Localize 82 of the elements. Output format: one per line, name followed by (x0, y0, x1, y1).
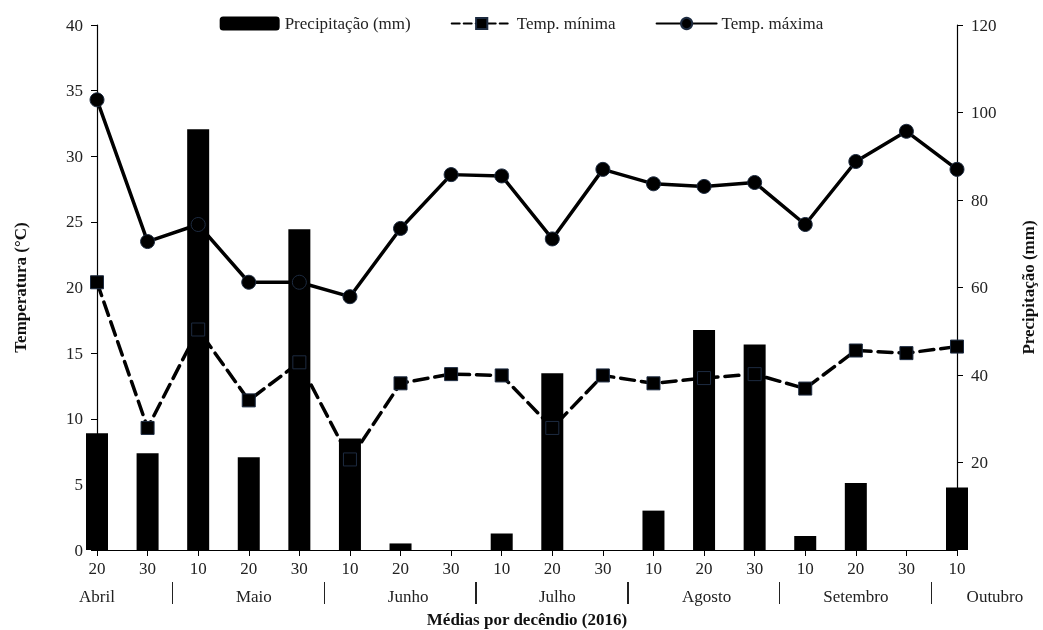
point (645, 176, 661, 192)
x-tick-label: 10 (644, 559, 662, 578)
text: Outubro (966, 587, 1024, 606)
point (140, 420, 155, 435)
text: Maio (235, 587, 272, 606)
y-tick-label: 5 (74, 474, 83, 494)
point (190, 217, 206, 232)
x-tick-label: 10 (796, 559, 814, 578)
x-tick-label: 20 (392, 559, 410, 578)
point (747, 367, 762, 382)
x-tick-label: 20 (695, 559, 713, 578)
point (899, 346, 914, 361)
point (292, 355, 307, 370)
y-tick-label: 15 (66, 343, 83, 363)
legend-label: Precipitação (mm) (284, 14, 411, 33)
y2-tick-label: 40 (971, 365, 988, 385)
y-tick-label: 40 (66, 15, 83, 35)
point (342, 289, 358, 305)
x-tick-label: 20 (88, 559, 106, 578)
text: Junho (387, 587, 429, 606)
point (291, 274, 307, 290)
point (393, 220, 409, 236)
text: Agosto (682, 587, 732, 606)
point (950, 339, 964, 354)
text: Setembro (823, 587, 889, 606)
point (494, 368, 509, 383)
x-tick-label: 20 (543, 559, 561, 578)
x-tick-label: 30 (139, 559, 157, 578)
text: Julho (538, 587, 576, 606)
point (90, 275, 104, 290)
legend-label: Temp. mínima (516, 14, 617, 33)
point (949, 161, 965, 177)
point (798, 381, 813, 396)
y2-tick-label: 100 (971, 103, 997, 122)
point (544, 231, 560, 247)
point (646, 376, 661, 391)
x-tick-label: 30 (442, 559, 460, 578)
x-tick-label: 20 (847, 559, 865, 578)
point (797, 217, 813, 232)
x-tick-label: 10 (189, 559, 207, 578)
point (697, 371, 712, 386)
y-tick-label: 10 (66, 409, 83, 429)
x-tick-label: 10 (341, 559, 359, 578)
x-tick-label: 30 (594, 559, 612, 578)
point (595, 161, 611, 177)
point (898, 123, 914, 139)
point (191, 322, 206, 337)
point (241, 393, 256, 408)
legend-label: Temp. máxima (721, 14, 824, 33)
point (747, 175, 763, 190)
x-tick-label: 30 (897, 559, 915, 578)
x-tick-label: 10 (948, 559, 966, 578)
point (444, 367, 459, 382)
x-tick-label: 10 (493, 559, 511, 578)
y2-axis-title: Precipitação (mm) (1019, 220, 1038, 355)
y2-tick-label: 80 (971, 190, 988, 210)
point (342, 452, 357, 467)
point (848, 154, 864, 169)
y-tick-label: 30 (66, 146, 83, 166)
point (89, 92, 105, 108)
x-tick-label: 30 (290, 559, 308, 578)
point (443, 167, 459, 183)
point (140, 234, 156, 250)
y2-tick-label: 60 (971, 278, 988, 297)
point (848, 343, 863, 358)
point (595, 368, 610, 383)
y-tick-label: 0 (74, 540, 83, 560)
point (494, 168, 510, 184)
y-tick-label: 35 (66, 81, 83, 101)
point (545, 420, 560, 435)
y2-tick-label: 20 (971, 453, 988, 472)
y-tick-label: 25 (66, 212, 83, 232)
point (241, 274, 257, 290)
x-tick-label: 20 (240, 559, 258, 578)
y-tick-label: 20 (66, 278, 83, 297)
y-axis-title: Temperatura (°C) (11, 222, 30, 353)
point (393, 376, 408, 391)
point (696, 178, 712, 194)
x-tick-label: 30 (746, 559, 764, 578)
y2-tick-label: 120 (971, 15, 997, 35)
x-axis-title: Médias por decêndio (2016) (426, 610, 628, 629)
text: Abril (79, 587, 116, 606)
